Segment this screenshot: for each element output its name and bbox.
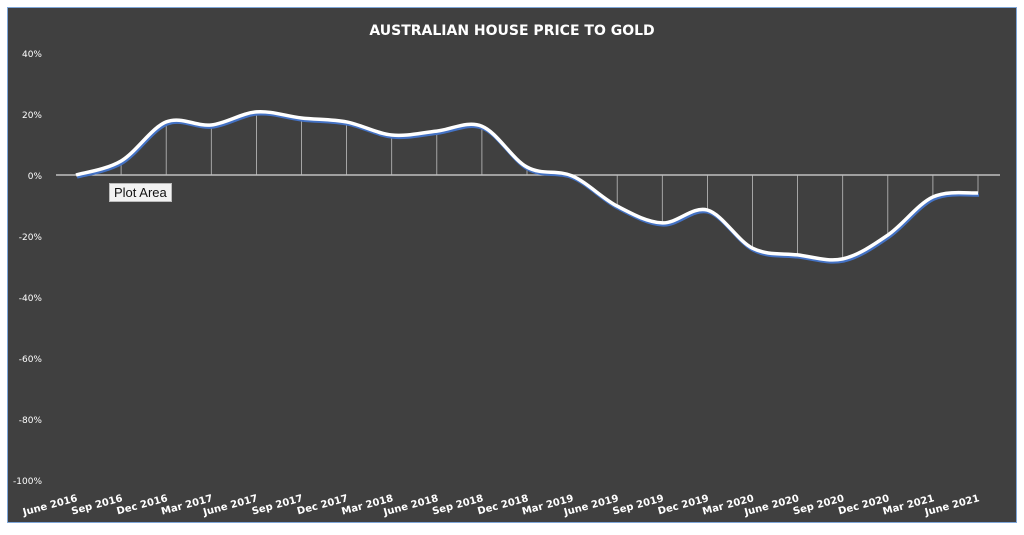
y-tick-label: -40%: [19, 294, 43, 304]
y-tick-label: -20%: [19, 233, 43, 243]
chart-title: AUSTRALIAN HOUSE PRICE TO GOLD: [369, 23, 654, 39]
y-tick-label: 20%: [22, 111, 42, 121]
x-tick-label: Sep 2020: [792, 493, 846, 517]
y-tick-label: 40%: [22, 50, 42, 60]
y-tick-label: -80%: [19, 416, 43, 426]
x-tick-label: Sep 2019: [612, 493, 666, 517]
x-tick-label: Sep 2018: [431, 493, 485, 517]
plot-area-tooltip: Plot Area: [109, 183, 172, 202]
x-tick-label: Sep 2017: [251, 493, 305, 517]
chart-area[interactable]: AUSTRALIAN HOUSE PRICE TO GOLD 40% 20% 0% -2…: [7, 7, 1017, 523]
y-tick-label: -100%: [13, 477, 42, 487]
x-tick-label: Sep 2016: [70, 493, 124, 517]
y-tick-label: 0%: [28, 172, 43, 182]
y-tick-label: -60%: [19, 355, 43, 365]
chart-svg: AUSTRALIAN HOUSE PRICE TO GOLD 40% 20% 0% -2…: [13, 23, 1000, 519]
series-line-shadow: [76, 111, 980, 264]
series-line: [75, 109, 979, 262]
